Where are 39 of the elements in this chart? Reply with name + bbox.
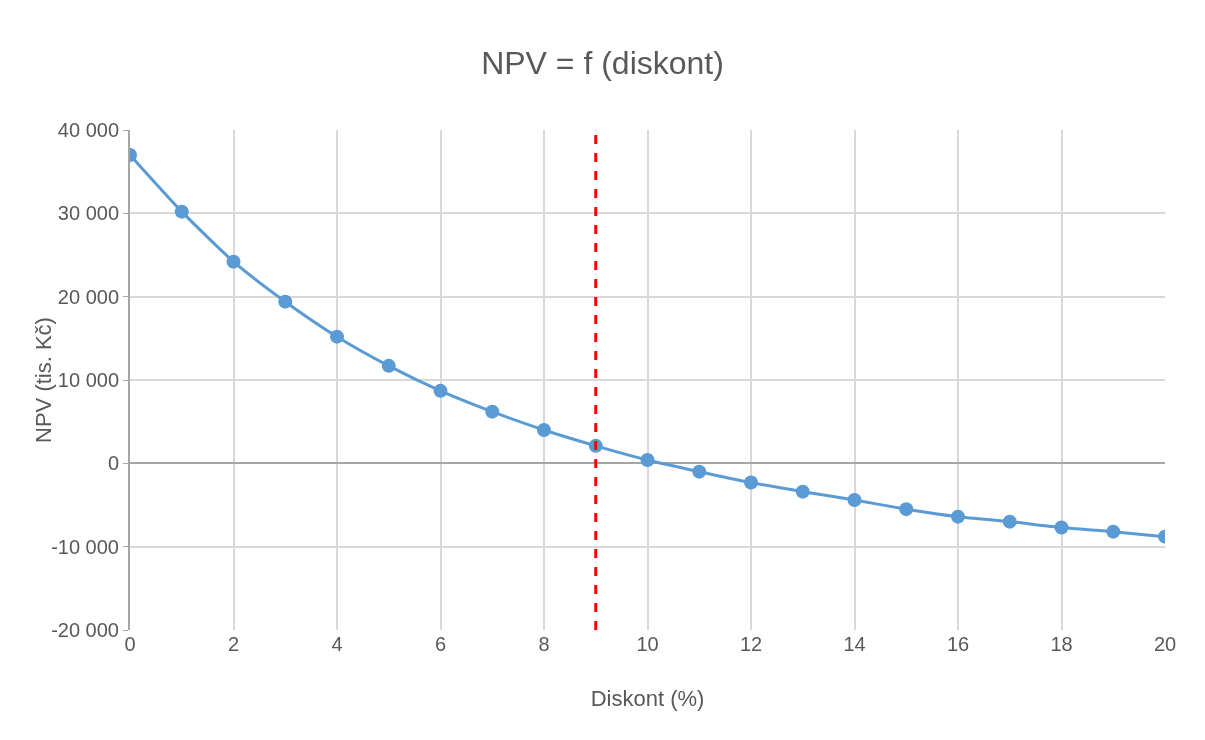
point (226, 254, 241, 269)
point (278, 294, 293, 309)
x-tick-label: 14 (843, 633, 866, 655)
point (485, 404, 500, 419)
point (330, 329, 344, 344)
point (640, 453, 655, 467)
point (174, 204, 189, 219)
point (537, 423, 551, 437)
y-tick-label: 20 000 (57, 285, 119, 308)
x-tick-label: 16 (946, 633, 970, 655)
point (1002, 514, 1017, 529)
chart-title: NPV = f (diskont) (481, 45, 724, 82)
x-tick-label: 10 (636, 633, 659, 655)
y-tick-label: -20 000 (51, 619, 119, 641)
point (433, 383, 448, 398)
point (692, 464, 707, 479)
y-tick-label: 10 000 (57, 369, 119, 391)
x-tick-label: 0 (124, 633, 136, 655)
y-tick-label: 30 000 (57, 202, 119, 225)
x-axis-title: Diskont (%) (590, 686, 705, 711)
x-tick-label: 20 (1153, 633, 1177, 655)
point (744, 475, 758, 490)
x-tick-label: 12 (739, 633, 763, 655)
point (847, 493, 862, 507)
x-tick-label: 18 (1050, 633, 1073, 655)
point (951, 509, 965, 524)
y-tick-label: -10 000 (51, 535, 119, 558)
point (899, 502, 914, 517)
x-tick-label: 8 (538, 633, 550, 655)
x-tick-label: 2 (227, 633, 240, 655)
y-tick-label: 0 (107, 452, 119, 475)
point (1106, 524, 1121, 539)
x-tick-label: 4 (331, 633, 343, 655)
point (795, 484, 810, 499)
x-tick-label: 6 (434, 633, 447, 655)
point (381, 358, 396, 373)
point (1054, 520, 1069, 535)
y-axis-title: NPV (tis. Kč) (30, 317, 56, 443)
y-tick-label: 40 000 (57, 119, 119, 141)
